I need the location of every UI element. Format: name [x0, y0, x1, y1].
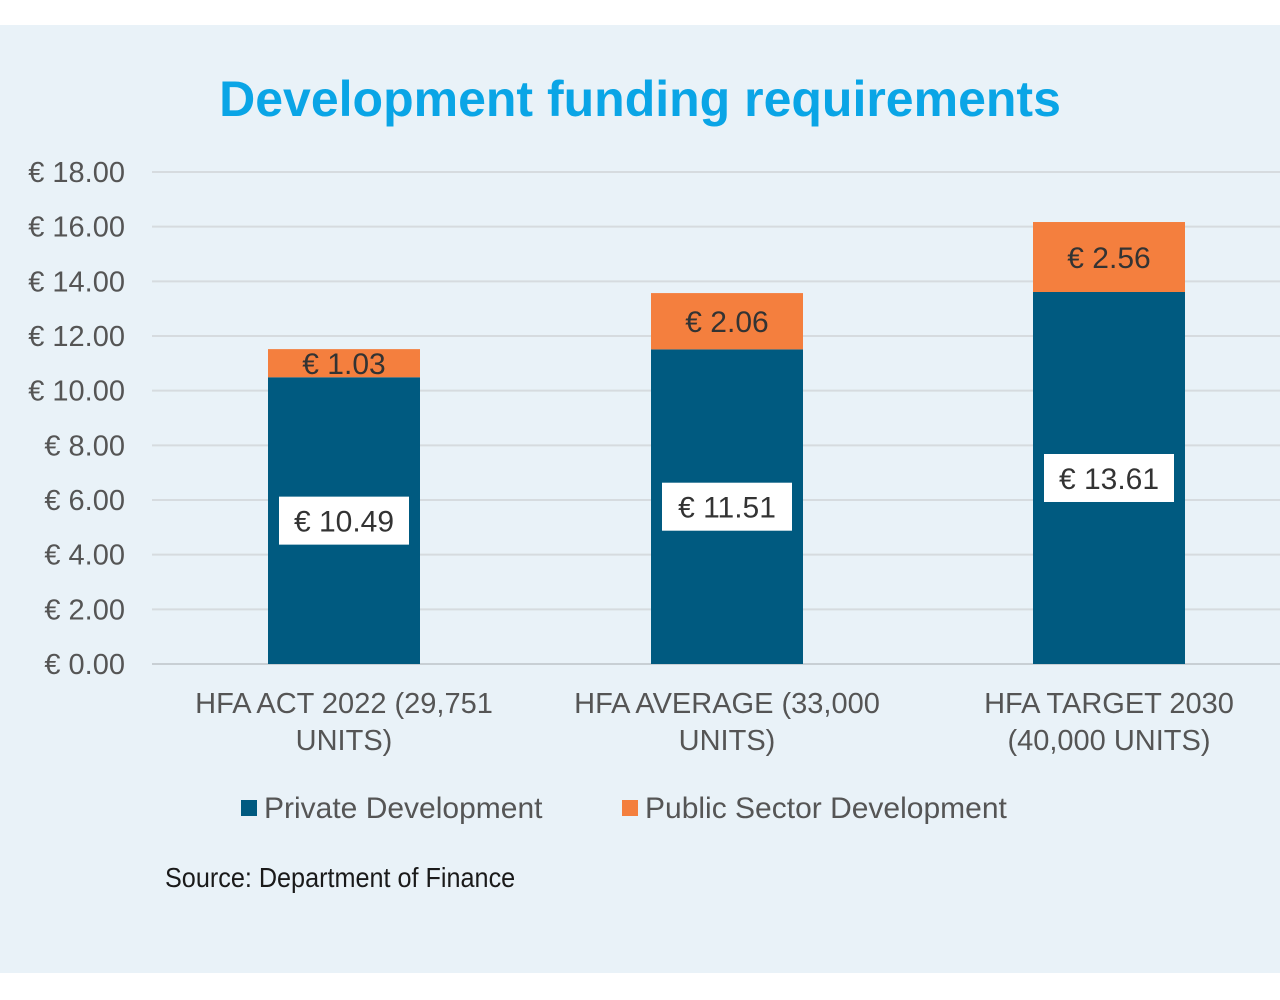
x-category-label: HFA AVERAGE (33,000 — [574, 688, 880, 720]
chart-title: Development funding requirements — [219, 71, 1061, 127]
legend-label: Private Development — [264, 792, 543, 825]
x-category-label: (40,000 UNITS) — [1007, 725, 1210, 757]
data-label-box — [1044, 453, 1174, 502]
data-label-box — [662, 482, 792, 531]
y-tick-label: € 18.00 — [28, 157, 125, 189]
bar-public-sector-development — [268, 349, 420, 378]
data-label-public: € 2.56 — [1067, 242, 1150, 275]
y-tick-label: € 4.00 — [44, 540, 125, 572]
y-tick-label: € 12.00 — [28, 321, 125, 353]
x-category-label: UNITS) — [679, 725, 776, 757]
bar-public-sector-development — [651, 293, 803, 350]
y-tick-label: € 10.00 — [28, 376, 125, 408]
data-label-private: € 10.49 — [294, 506, 394, 539]
bar-public-sector-development — [1033, 222, 1185, 292]
data-label-private: € 11.51 — [678, 492, 776, 525]
y-tick-label: € 8.00 — [44, 430, 125, 462]
y-tick-label: € 2.00 — [44, 594, 125, 626]
x-category-label: HFA ACT 2022 (29,751 — [195, 688, 493, 720]
legend-label: Public Sector Development — [645, 792, 1008, 825]
x-category-label: UNITS) — [296, 725, 393, 757]
x-category-label: HFA TARGET 2030 — [984, 688, 1234, 720]
y-tick-label: € 6.00 — [44, 485, 125, 517]
source-note: Source: Department of Finance — [165, 862, 516, 893]
data-label-public: € 1.03 — [302, 348, 385, 381]
y-tick-label: € 14.00 — [28, 266, 125, 298]
legend-swatch-public — [622, 800, 638, 816]
y-tick-label: € 16.00 — [28, 212, 125, 244]
data-label-private: € 13.61 — [1059, 463, 1159, 496]
data-label-public: € 2.06 — [685, 306, 768, 339]
y-tick-label: € 0.00 — [44, 649, 125, 681]
legend-swatch-private — [241, 800, 257, 816]
data-label-box — [279, 496, 409, 545]
